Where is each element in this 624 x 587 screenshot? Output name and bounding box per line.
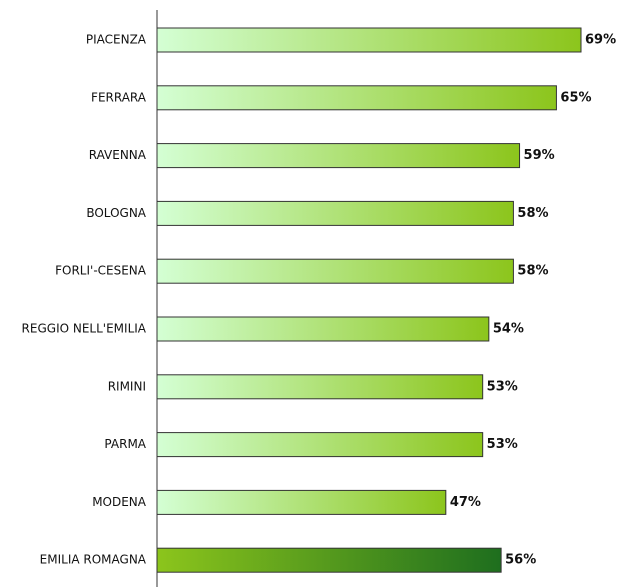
bar	[156, 200, 514, 226]
bar	[156, 85, 557, 111]
category-label: MODENA	[92, 495, 147, 509]
value-label: 47%	[450, 495, 481, 510]
category-label: BOLOGNA	[86, 206, 146, 220]
category-label: EMILIA ROMAGNA	[40, 553, 147, 567]
value-label: 56%	[505, 553, 536, 568]
category-label: PARMA	[104, 437, 146, 451]
category-label: FERRARA	[91, 90, 147, 104]
value-label: 58%	[517, 264, 548, 279]
category-label: PIACENZA	[86, 33, 147, 47]
bar	[156, 258, 514, 284]
category-label: RAVENNA	[89, 148, 147, 162]
bar	[156, 489, 447, 515]
value-label: 69%	[585, 33, 616, 48]
bar	[156, 374, 484, 400]
value-label: 53%	[487, 379, 518, 394]
category-label: RIMINI	[108, 379, 146, 393]
value-label: 58%	[517, 206, 548, 221]
value-label: 65%	[560, 90, 591, 105]
category-label: REGGIO NELL'EMILIA	[22, 322, 147, 336]
bar	[156, 316, 490, 342]
category-label: FORLI'-CESENA	[55, 264, 147, 278]
bar	[156, 27, 582, 53]
value-label: 59%	[524, 148, 555, 163]
bar	[156, 432, 484, 458]
value-label: 53%	[487, 437, 518, 452]
bar	[156, 143, 521, 169]
bar	[156, 547, 502, 573]
value-label: 54%	[493, 322, 524, 337]
